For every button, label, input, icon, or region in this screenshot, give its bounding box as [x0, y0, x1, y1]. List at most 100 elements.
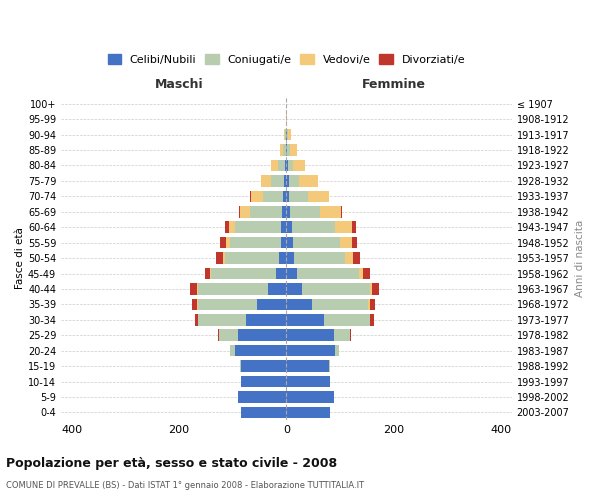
Bar	[225, 252, 279, 264]
Bar	[239, 206, 240, 218]
Bar	[241, 360, 286, 372]
Bar	[368, 298, 370, 310]
Bar	[230, 237, 281, 248]
Bar	[370, 314, 374, 326]
Bar	[329, 360, 331, 372]
Bar	[312, 298, 368, 310]
Bar	[238, 391, 286, 403]
Bar	[224, 222, 229, 233]
Bar	[205, 268, 210, 280]
Bar	[295, 252, 346, 264]
Bar	[286, 345, 335, 356]
Bar	[289, 175, 299, 186]
Bar	[235, 345, 286, 356]
Bar	[283, 190, 286, 202]
Legend: Celibi/Nubili, Coniugati/e, Vedovi/e, Divorziati/e: Celibi/Nubili, Coniugati/e, Vedovi/e, Di…	[103, 50, 470, 70]
Bar	[286, 330, 334, 341]
Bar	[251, 190, 263, 202]
Bar	[281, 222, 286, 233]
Bar	[283, 144, 286, 156]
Bar	[286, 222, 292, 233]
Bar	[350, 330, 351, 341]
Bar	[335, 345, 339, 356]
Bar	[210, 268, 211, 280]
Bar	[286, 252, 295, 264]
Bar	[286, 360, 329, 372]
Y-axis label: Fasce di età: Fasce di età	[15, 227, 25, 289]
Bar	[286, 391, 334, 403]
Bar	[239, 360, 241, 372]
Bar	[286, 160, 288, 172]
Bar	[216, 252, 223, 264]
Bar	[340, 237, 352, 248]
Bar	[219, 330, 238, 341]
Bar	[287, 144, 290, 156]
Bar	[286, 190, 289, 202]
Bar	[286, 314, 324, 326]
Bar	[285, 160, 286, 172]
Bar	[286, 175, 289, 186]
Bar	[218, 330, 219, 341]
Y-axis label: Anni di nascita: Anni di nascita	[575, 220, 585, 296]
Bar	[278, 160, 285, 172]
Bar	[241, 376, 286, 388]
Bar	[230, 345, 235, 356]
Bar	[192, 298, 197, 310]
Bar	[261, 175, 271, 186]
Bar	[286, 376, 331, 388]
Bar	[263, 190, 283, 202]
Bar	[370, 298, 375, 310]
Text: COMUNE DI PREVALLE (BS) - Dati ISTAT 1° gennaio 2008 - Elaborazione TUTTITALIA.I: COMUNE DI PREVALLE (BS) - Dati ISTAT 1° …	[6, 480, 364, 490]
Bar	[240, 206, 250, 218]
Bar	[286, 298, 312, 310]
Bar	[195, 314, 198, 326]
Bar	[320, 206, 341, 218]
Bar	[299, 175, 318, 186]
Bar	[198, 298, 257, 310]
Bar	[268, 283, 286, 294]
Bar	[238, 330, 286, 341]
Bar	[293, 160, 305, 172]
Bar	[286, 206, 290, 218]
Bar	[286, 144, 287, 156]
Bar	[286, 283, 302, 294]
Bar	[353, 252, 361, 264]
Bar	[286, 114, 287, 125]
Bar	[281, 237, 286, 248]
Bar	[241, 406, 286, 418]
Bar	[279, 252, 286, 264]
Bar	[302, 283, 370, 294]
Bar	[293, 237, 340, 248]
Bar	[220, 237, 226, 248]
Bar	[211, 268, 275, 280]
Bar	[282, 206, 286, 218]
Text: Femmine: Femmine	[362, 78, 425, 92]
Bar	[288, 129, 290, 140]
Bar	[285, 129, 286, 140]
Bar	[286, 268, 297, 280]
Bar	[359, 268, 363, 280]
Text: Maschi: Maschi	[155, 78, 203, 92]
Bar	[280, 144, 283, 156]
Bar	[289, 190, 308, 202]
Bar	[346, 252, 353, 264]
Text: Popolazione per età, sesso e stato civile - 2008: Popolazione per età, sesso e stato civil…	[6, 458, 337, 470]
Bar	[275, 268, 286, 280]
Bar	[288, 160, 293, 172]
Bar	[334, 330, 350, 341]
Bar	[324, 314, 370, 326]
Bar	[292, 222, 335, 233]
Bar	[235, 222, 281, 233]
Bar	[286, 237, 293, 248]
Bar	[352, 222, 356, 233]
Bar	[223, 252, 225, 264]
Bar	[371, 283, 379, 294]
Bar	[284, 175, 286, 186]
Bar	[226, 237, 230, 248]
Bar	[271, 175, 284, 186]
Bar	[284, 129, 285, 140]
Bar	[290, 144, 297, 156]
Bar	[308, 190, 329, 202]
Bar	[290, 206, 320, 218]
Bar	[287, 129, 288, 140]
